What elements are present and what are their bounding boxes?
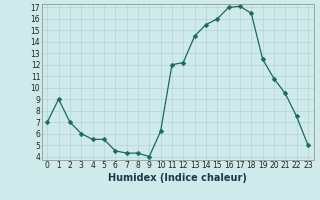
X-axis label: Humidex (Indice chaleur): Humidex (Indice chaleur) — [108, 173, 247, 183]
